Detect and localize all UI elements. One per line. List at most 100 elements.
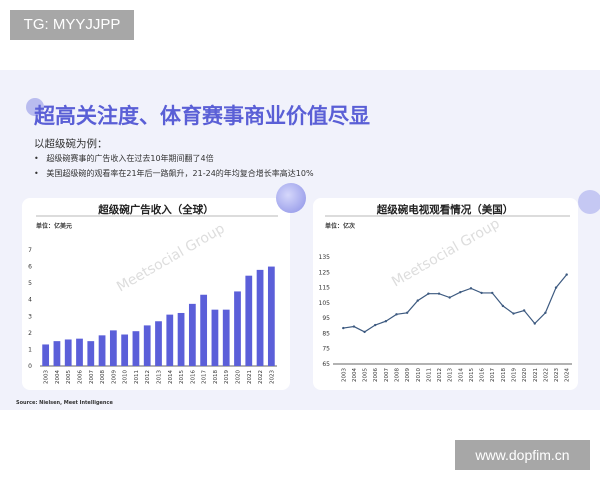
x-tick-label: 2022 bbox=[543, 368, 549, 382]
x-tick-label: 2021 bbox=[533, 368, 539, 382]
x-tick-label: 2012 bbox=[145, 370, 151, 384]
bar bbox=[132, 331, 140, 366]
x-tick-label: 2015 bbox=[469, 368, 475, 382]
x-tick-label: 2003 bbox=[44, 370, 50, 384]
data-point bbox=[448, 296, 451, 299]
line-chart-title: 超级碗电视观看情况（美国） bbox=[376, 204, 514, 216]
source-note: Source: Nielsen, Meet Intelligence bbox=[16, 400, 113, 406]
bullet-text: 超级碗赛事的广告收入在过去10年期间翻了4倍 bbox=[46, 154, 214, 163]
x-tick-label: 2010 bbox=[416, 368, 422, 382]
line-chart-unit: 单位：亿次 bbox=[325, 223, 356, 230]
x-tick-label: 2018 bbox=[501, 368, 507, 382]
data-point bbox=[416, 299, 419, 302]
site-label: www.dopfim.cn bbox=[455, 440, 590, 470]
x-tick-label: 2016 bbox=[480, 368, 486, 382]
data-point bbox=[512, 312, 515, 315]
x-tick-label: 2009 bbox=[405, 368, 411, 382]
x-tick-label: 2007 bbox=[89, 370, 95, 384]
data-point bbox=[405, 311, 409, 314]
data-point bbox=[363, 330, 366, 334]
bar bbox=[222, 309, 230, 366]
x-tick-label: 2017 bbox=[202, 370, 208, 384]
x-tick-label: 2023 bbox=[269, 370, 275, 384]
x-tick-label: 2016 bbox=[190, 370, 196, 384]
x-tick-label: 2013 bbox=[448, 368, 454, 382]
bar bbox=[256, 269, 264, 366]
data-point bbox=[374, 323, 377, 327]
data-point bbox=[459, 290, 462, 294]
data-point bbox=[533, 322, 536, 325]
y-tick-label: 95 bbox=[322, 315, 330, 322]
y-tick-label: 105 bbox=[319, 300, 331, 307]
bar bbox=[143, 325, 151, 366]
x-tick-label: 2005 bbox=[66, 370, 72, 384]
x-tick-label: 2017 bbox=[490, 368, 496, 382]
data-point bbox=[554, 286, 558, 289]
bar bbox=[177, 312, 185, 366]
data-point bbox=[437, 292, 441, 295]
x-tick-label: 2021 bbox=[247, 370, 253, 384]
bar bbox=[109, 330, 117, 366]
x-tick-label: 2007 bbox=[384, 368, 390, 382]
bar bbox=[64, 339, 72, 366]
bullet-text: 美国超级碗的观看率在21年后一路飙升，21-24的年均复合增长率高达10% bbox=[46, 169, 314, 178]
slide-subtitle: 以超级碗为例： bbox=[34, 138, 108, 150]
x-tick-label: 2014 bbox=[168, 370, 174, 384]
data-point bbox=[522, 309, 526, 312]
x-tick-label: 2012 bbox=[437, 368, 443, 382]
x-tick-label: 2003 bbox=[341, 368, 347, 382]
x-tick-label: 2020 bbox=[522, 368, 528, 382]
decor-circle bbox=[578, 190, 600, 214]
x-tick-label: 2006 bbox=[78, 370, 84, 384]
y-tick-label: 65 bbox=[322, 361, 330, 368]
x-tick-label: 2013 bbox=[157, 370, 163, 384]
y-tick-label: 3 bbox=[28, 313, 32, 320]
x-tick-label: 2011 bbox=[134, 370, 140, 384]
bar bbox=[245, 275, 253, 366]
x-tick-label: 2014 bbox=[458, 368, 464, 382]
bar bbox=[87, 341, 95, 366]
data-point bbox=[480, 291, 483, 295]
bar bbox=[234, 291, 241, 366]
series-line bbox=[343, 274, 568, 333]
bar bbox=[42, 344, 50, 366]
bar bbox=[200, 294, 208, 366]
y-tick-label: 125 bbox=[319, 269, 331, 276]
data-point bbox=[501, 304, 505, 308]
bar bbox=[98, 335, 106, 366]
line-chart-card bbox=[313, 198, 578, 390]
data-point bbox=[395, 313, 398, 316]
x-tick-label: 2020 bbox=[236, 370, 242, 384]
y-tick-label: 6 bbox=[28, 264, 32, 271]
bar bbox=[76, 338, 83, 366]
bar bbox=[53, 341, 61, 366]
y-tick-label: 115 bbox=[319, 285, 331, 292]
y-tick-label: 135 bbox=[319, 254, 331, 261]
bar bbox=[267, 266, 275, 366]
x-tick-label: 2022 bbox=[258, 370, 264, 384]
x-tick-label: 2023 bbox=[554, 368, 560, 382]
bar bbox=[155, 321, 162, 366]
x-tick-label: 2004 bbox=[352, 368, 358, 382]
y-tick-label: 1 bbox=[28, 346, 32, 353]
x-tick-label: 2019 bbox=[512, 368, 518, 382]
data-point bbox=[427, 292, 430, 295]
x-tick-label: 2024 bbox=[565, 368, 571, 382]
x-tick-label: 2008 bbox=[395, 368, 401, 382]
x-tick-label: 2004 bbox=[55, 370, 61, 384]
y-tick-label: 2 bbox=[28, 330, 32, 337]
x-tick-label: 2015 bbox=[179, 370, 185, 384]
bar bbox=[188, 303, 196, 366]
bullet-1: • 超级碗赛事的广告收入在过去10年期间翻了4倍 bbox=[34, 154, 214, 163]
data-point bbox=[352, 325, 356, 328]
x-tick-label: 2006 bbox=[373, 368, 379, 382]
x-tick-label: 2018 bbox=[213, 370, 219, 384]
decor-circle bbox=[26, 98, 44, 116]
decor-circle bbox=[276, 183, 306, 213]
data-point bbox=[342, 326, 345, 330]
y-tick-label: 4 bbox=[28, 297, 32, 304]
y-tick-label: 0 bbox=[28, 363, 32, 370]
x-tick-label: 2008 bbox=[100, 370, 106, 384]
x-tick-label: 2019 bbox=[224, 370, 230, 384]
